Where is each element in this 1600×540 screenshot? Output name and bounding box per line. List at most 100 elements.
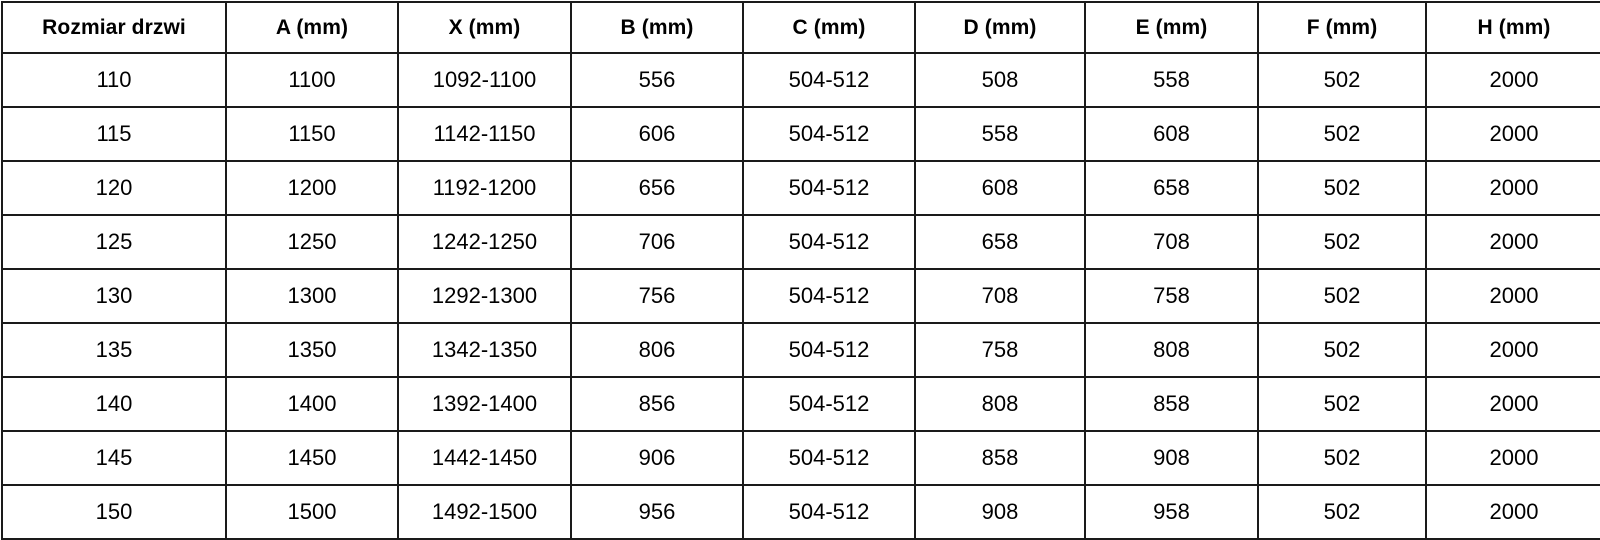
table-cell: 758 bbox=[1084, 268, 1259, 324]
table-cell: 958 bbox=[1084, 484, 1259, 540]
table-cell: 706 bbox=[570, 214, 744, 270]
table-cell: 502 bbox=[1257, 52, 1427, 108]
table-cell: 504-512 bbox=[742, 484, 916, 540]
table-cell: 658 bbox=[914, 214, 1086, 270]
table-cell: 906 bbox=[570, 430, 744, 486]
table-row: 135 1350 1342-1350 806 504-512 758 808 5… bbox=[1, 322, 1600, 378]
table-cell: 856 bbox=[570, 376, 744, 432]
table-cell: 2000 bbox=[1425, 430, 1600, 486]
table-cell: 2000 bbox=[1425, 376, 1600, 432]
table-cell: 1500 bbox=[225, 484, 399, 540]
table-cell: 1492-1500 bbox=[397, 484, 572, 540]
table-cell: 858 bbox=[914, 430, 1086, 486]
table-row: 130 1300 1292-1300 756 504-512 708 758 5… bbox=[1, 268, 1600, 324]
table-cell: 1100 bbox=[225, 52, 399, 108]
table-cell: 2000 bbox=[1425, 106, 1600, 162]
table-cell: 708 bbox=[1084, 214, 1259, 270]
table-cell: 504-512 bbox=[742, 160, 916, 216]
table-cell: 758 bbox=[914, 322, 1086, 378]
table-cell: 1092-1100 bbox=[397, 52, 572, 108]
table-cell: 956 bbox=[570, 484, 744, 540]
table-cell: 2000 bbox=[1425, 52, 1600, 108]
table-cell: 504-512 bbox=[742, 322, 916, 378]
table-row: 115 1150 1142-1150 606 504-512 558 608 5… bbox=[1, 106, 1600, 162]
column-header-a: A (mm) bbox=[225, 1, 399, 54]
column-header-h: H (mm) bbox=[1425, 1, 1600, 54]
table-cell: 608 bbox=[914, 160, 1086, 216]
table-row: 150 1500 1492-1500 956 504-512 908 958 5… bbox=[1, 484, 1600, 540]
table-cell: 504-512 bbox=[742, 214, 916, 270]
table-cell: 558 bbox=[1084, 52, 1259, 108]
table-cell: 2000 bbox=[1425, 214, 1600, 270]
table-cell: 808 bbox=[1084, 322, 1259, 378]
table-row: 125 1250 1242-1250 706 504-512 658 708 5… bbox=[1, 214, 1600, 270]
table-cell: 504-512 bbox=[742, 376, 916, 432]
column-header-b: B (mm) bbox=[570, 1, 744, 54]
table-cell: 1350 bbox=[225, 322, 399, 378]
table-header: Rozmiar drzwi A (mm) X (mm) B (mm) C (mm… bbox=[1, 1, 1600, 54]
table-row: 140 1400 1392-1400 856 504-512 808 858 5… bbox=[1, 376, 1600, 432]
table-cell: 502 bbox=[1257, 214, 1427, 270]
table-cell: 145 bbox=[1, 430, 227, 486]
table-cell: 504-512 bbox=[742, 106, 916, 162]
table-cell: 1250 bbox=[225, 214, 399, 270]
table-cell: 504-512 bbox=[742, 268, 916, 324]
table-cell: 1442-1450 bbox=[397, 430, 572, 486]
column-header-x: X (mm) bbox=[397, 1, 572, 54]
table-cell: 504-512 bbox=[742, 52, 916, 108]
table-cell: 125 bbox=[1, 214, 227, 270]
table-cell: 502 bbox=[1257, 106, 1427, 162]
column-header-c: C (mm) bbox=[742, 1, 916, 54]
table-cell: 606 bbox=[570, 106, 744, 162]
table-cell: 508 bbox=[914, 52, 1086, 108]
table-row: 145 1450 1442-1450 906 504-512 858 908 5… bbox=[1, 430, 1600, 486]
table-cell: 2000 bbox=[1425, 484, 1600, 540]
table-cell: 1200 bbox=[225, 160, 399, 216]
table-cell: 1400 bbox=[225, 376, 399, 432]
table-cell: 808 bbox=[914, 376, 1086, 432]
table-cell: 556 bbox=[570, 52, 744, 108]
table-cell: 502 bbox=[1257, 160, 1427, 216]
table-cell: 1392-1400 bbox=[397, 376, 572, 432]
table-cell: 120 bbox=[1, 160, 227, 216]
table-cell: 908 bbox=[914, 484, 1086, 540]
table-header-row: Rozmiar drzwi A (mm) X (mm) B (mm) C (mm… bbox=[1, 1, 1600, 54]
table-cell: 806 bbox=[570, 322, 744, 378]
table-cell: 708 bbox=[914, 268, 1086, 324]
table-row: 110 1100 1092-1100 556 504-512 508 558 5… bbox=[1, 52, 1600, 108]
table-row: 120 1200 1192-1200 656 504-512 608 658 5… bbox=[1, 160, 1600, 216]
column-header-d: D (mm) bbox=[914, 1, 1086, 54]
table-cell: 1150 bbox=[225, 106, 399, 162]
table-cell: 858 bbox=[1084, 376, 1259, 432]
table-cell: 502 bbox=[1257, 322, 1427, 378]
table-cell: 656 bbox=[570, 160, 744, 216]
column-header-rozmiar-drzwi: Rozmiar drzwi bbox=[1, 1, 227, 54]
column-header-f: F (mm) bbox=[1257, 1, 1427, 54]
table-cell: 1450 bbox=[225, 430, 399, 486]
table-cell: 502 bbox=[1257, 484, 1427, 540]
table-cell: 130 bbox=[1, 268, 227, 324]
table-cell: 135 bbox=[1, 322, 227, 378]
table-cell: 110 bbox=[1, 52, 227, 108]
table-cell: 1142-1150 bbox=[397, 106, 572, 162]
table-cell: 558 bbox=[914, 106, 1086, 162]
table-cell: 1342-1350 bbox=[397, 322, 572, 378]
table-cell: 658 bbox=[1084, 160, 1259, 216]
table-cell: 1292-1300 bbox=[397, 268, 572, 324]
table-cell: 140 bbox=[1, 376, 227, 432]
table-cell: 1300 bbox=[225, 268, 399, 324]
table-cell: 2000 bbox=[1425, 160, 1600, 216]
table-cell: 756 bbox=[570, 268, 744, 324]
table-cell: 1192-1200 bbox=[397, 160, 572, 216]
table-cell: 504-512 bbox=[742, 430, 916, 486]
table-cell: 502 bbox=[1257, 430, 1427, 486]
table-cell: 502 bbox=[1257, 376, 1427, 432]
table-cell: 150 bbox=[1, 484, 227, 540]
table-cell: 502 bbox=[1257, 268, 1427, 324]
table-cell: 908 bbox=[1084, 430, 1259, 486]
table-cell: 608 bbox=[1084, 106, 1259, 162]
table-cell: 115 bbox=[1, 106, 227, 162]
table-body: 110 1100 1092-1100 556 504-512 508 558 5… bbox=[1, 52, 1600, 540]
